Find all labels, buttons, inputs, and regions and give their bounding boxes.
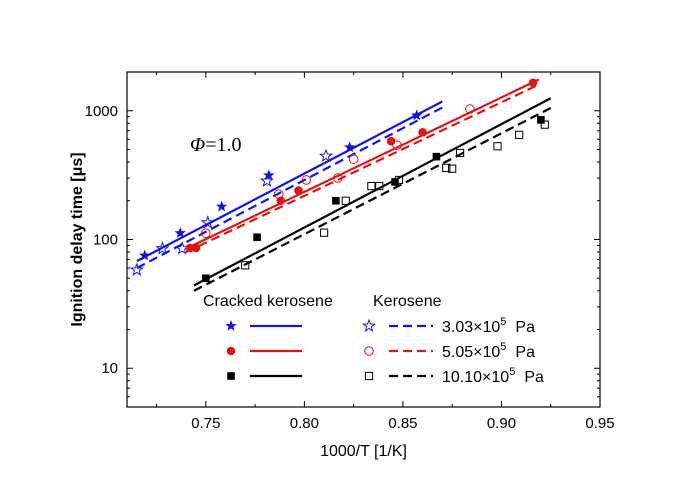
data-point-kerosene-5: [493, 142, 502, 151]
legend-marker-cracked: [227, 372, 235, 380]
legend-marker-cracked: [225, 320, 237, 331]
x-tick-label: 0.90: [487, 415, 516, 432]
plot-area: [129, 78, 552, 292]
data-point-kerosene-5: [455, 148, 465, 158]
x-tick-label: 0.85: [388, 415, 417, 432]
data-point-cracked-0: [174, 227, 186, 239]
data-point-kerosene-1: [129, 262, 144, 276]
data-point-kerosene-5: [442, 163, 451, 172]
data-point-kerosene-3: [333, 173, 343, 183]
y-tick-label: 100: [93, 232, 118, 249]
data-point-kerosene-1: [259, 173, 274, 187]
legend-pressure-label: 3.03×105 Pa: [442, 316, 535, 336]
data-point-kerosene-5: [394, 175, 404, 185]
pressure-unit: Pa: [524, 369, 544, 386]
data-point-kerosene-3: [392, 140, 402, 151]
legend-marker-cracked: [226, 346, 236, 356]
data-point-cracked-0: [139, 249, 151, 261]
data-point-kerosene-3: [301, 175, 312, 185]
data-point-kerosene-1: [155, 241, 170, 255]
pressure-exponent: 5: [500, 316, 506, 328]
pressure-exponent: 5: [509, 366, 515, 378]
x-tick-label: 0.75: [191, 415, 220, 432]
data-point-cracked-0: [215, 200, 228, 212]
data-point-cracked-2: [185, 243, 195, 253]
data-point-kerosene-5: [367, 181, 376, 191]
data-point-kerosene-5: [341, 196, 350, 205]
phi-value: =1.0: [205, 134, 241, 156]
data-point-kerosene-5: [515, 130, 524, 139]
x-axis-label: 1000/T [1/K]: [320, 443, 407, 460]
data-point-cracked-4: [332, 196, 340, 205]
fit-line-cracked-4: [193, 97, 552, 287]
legend-pressure-label: 10.10×105 Pa: [442, 366, 544, 386]
axes: 0.75 0.80 0.85 0.90 0.95 10 100 1000 1000/T [1/K…: [69, 71, 615, 460]
data-point-cracked-4: [202, 274, 210, 283]
data-point-cracked-2: [191, 243, 201, 253]
data-point-kerosene-5: [319, 228, 329, 237]
legend-header-cracked: Cracked kerosene: [203, 293, 333, 310]
legend-marker-kerosene: [361, 318, 377, 333]
data-point-kerosene-5: [540, 120, 549, 129]
data-point-kerosene-3: [201, 228, 211, 238]
pressure-mantissa: 3.03×10: [442, 319, 500, 336]
fit-line-kerosene-3: [185, 83, 540, 253]
pressure-exponent: 5: [500, 341, 506, 353]
x-tick-label: 0.80: [290, 415, 319, 432]
data-point-cracked-2: [418, 128, 427, 137]
data-point-cracked-0: [411, 109, 423, 121]
y-tick-label: 1000: [85, 103, 118, 120]
data-point-kerosene-5: [375, 181, 384, 191]
data-point-cracked-4: [537, 116, 545, 124]
fit-line-cracked-2: [185, 78, 540, 250]
data-point-cracked-2: [528, 78, 538, 88]
legend-header-kerosene: Kerosene: [373, 293, 442, 310]
fit-line-kerosene-5: [193, 107, 552, 292]
y-tick-label: 10: [101, 360, 118, 377]
data-point-kerosene-1: [200, 215, 215, 229]
data-point-cracked-4: [432, 152, 441, 161]
legend-pressure-label: 5.05×105 Pa: [442, 341, 535, 361]
pressure-unit: Pa: [515, 319, 535, 336]
pressure-mantissa: 10.10×10: [442, 369, 509, 386]
phi-symbol: Φ: [190, 134, 205, 156]
data-point-kerosene-3: [465, 104, 475, 114]
data-point-kerosene-3: [348, 154, 359, 165]
fit-line-cracked-0: [136, 100, 443, 263]
data-point-cracked-0: [263, 169, 275, 181]
data-point-cracked-2: [294, 186, 303, 195]
pressure-unit: Pa: [515, 344, 535, 361]
data-point-kerosene-1: [318, 148, 334, 163]
phi-annotation: Φ=1.0: [190, 134, 242, 156]
y-axis-label: Ignition delay time [μs]: [69, 152, 86, 326]
data-point-cracked-0: [344, 141, 356, 153]
pressure-mantissa: 5.05×10: [442, 344, 500, 361]
legend-marker-kerosene: [364, 346, 374, 356]
fit-line-kerosene-1: [136, 106, 443, 270]
annotation: Φ=1.0: [190, 134, 242, 156]
data-point-kerosene-3: [273, 189, 284, 199]
data-point-cracked-2: [386, 136, 396, 146]
data-point-cracked-4: [253, 233, 261, 242]
data-point-kerosene-5: [448, 164, 457, 173]
legend-marker-kerosene: [364, 371, 374, 381]
x-tick-label: 0.95: [585, 415, 614, 432]
data-point-kerosene-5: [241, 261, 250, 270]
